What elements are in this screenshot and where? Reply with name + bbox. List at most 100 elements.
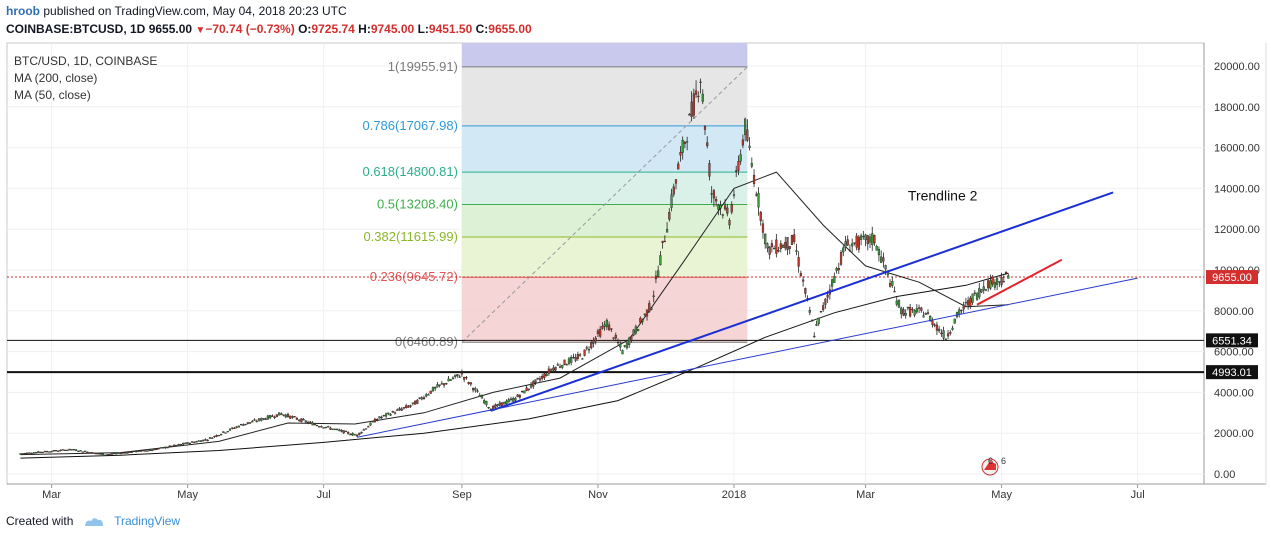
candle-body bbox=[601, 326, 604, 329]
publish-info: hroob published on TradingView.com, May … bbox=[6, 4, 347, 18]
candle-body bbox=[320, 426, 323, 428]
candle-body bbox=[393, 412, 397, 414]
candle-body bbox=[891, 281, 894, 286]
candle-body bbox=[888, 283, 892, 287]
candle-body bbox=[128, 451, 131, 453]
candle-body bbox=[110, 453, 113, 455]
candle-body bbox=[199, 440, 203, 442]
candle-body bbox=[795, 250, 798, 252]
candle-body bbox=[643, 313, 646, 315]
candle-body bbox=[766, 243, 769, 249]
candle-body bbox=[358, 432, 361, 435]
y-tick-label: 14000.00 bbox=[1214, 183, 1260, 195]
candle-body bbox=[984, 289, 988, 291]
candle-body bbox=[639, 317, 642, 323]
candle-body bbox=[779, 243, 782, 249]
candle-body bbox=[893, 291, 896, 293]
candle-body bbox=[413, 400, 417, 405]
candle-body bbox=[556, 364, 559, 366]
candle-body bbox=[150, 449, 154, 452]
author-name[interactable]: hroob bbox=[6, 4, 40, 18]
candle-body bbox=[86, 451, 89, 453]
candle-body bbox=[360, 431, 363, 434]
candle-body bbox=[982, 286, 985, 291]
candle-body bbox=[799, 273, 802, 277]
tradingview-logo-icon[interactable] bbox=[83, 516, 105, 528]
candle-body bbox=[70, 449, 73, 451]
candle-body bbox=[418, 397, 421, 399]
candle-body bbox=[532, 381, 535, 387]
candle-body bbox=[215, 435, 218, 437]
candle-body bbox=[130, 451, 133, 453]
candle-body bbox=[66, 449, 69, 452]
candle-body bbox=[30, 452, 33, 455]
candle-body bbox=[636, 328, 640, 332]
candle-body bbox=[924, 312, 927, 315]
candle-body bbox=[48, 451, 51, 453]
fib-level-label: 0(6460.89) bbox=[395, 334, 458, 349]
y-tick-label: 0.00 bbox=[1214, 469, 1235, 481]
candle-body bbox=[469, 382, 472, 385]
candle-body bbox=[117, 452, 120, 454]
fib-band-top bbox=[461, 43, 748, 67]
trendline-3 bbox=[976, 258, 1063, 306]
candle-body bbox=[264, 418, 267, 420]
candle-body bbox=[188, 442, 191, 445]
candle-body bbox=[565, 364, 568, 366]
candle-body bbox=[993, 281, 996, 288]
candle-body bbox=[623, 345, 626, 347]
candle-body bbox=[715, 199, 718, 202]
candle-body bbox=[614, 335, 617, 339]
candle-body bbox=[1002, 281, 1005, 283]
candle-body bbox=[405, 405, 408, 408]
candle-body bbox=[378, 416, 381, 419]
trendline-2 bbox=[357, 277, 1138, 438]
candle-body bbox=[32, 452, 35, 454]
candle-body bbox=[931, 320, 934, 325]
event-count: 6 bbox=[1001, 456, 1006, 466]
candle-body bbox=[690, 101, 693, 117]
candle-body bbox=[507, 399, 510, 403]
candle-body bbox=[400, 408, 403, 411]
candle-body bbox=[645, 309, 649, 317]
candle-body bbox=[505, 400, 508, 404]
candle-body bbox=[68, 448, 71, 451]
candle-body bbox=[311, 422, 314, 426]
candle-body bbox=[550, 369, 553, 371]
candle-body bbox=[338, 429, 341, 431]
candle-body bbox=[523, 390, 526, 394]
candle-body bbox=[826, 294, 829, 298]
candle-body bbox=[275, 414, 278, 418]
candle-body bbox=[975, 293, 979, 300]
candle-body bbox=[291, 416, 294, 418]
candle-body bbox=[83, 450, 87, 453]
fib-level-label: 0.236(9645.72) bbox=[370, 269, 458, 284]
close-label: C: bbox=[475, 22, 489, 36]
chart-legend: BTC/USD, 1D, COINBASE MA (200, close) MA… bbox=[14, 53, 157, 104]
candle-body bbox=[425, 394, 428, 397]
candle-body bbox=[351, 433, 354, 436]
last-price-tag bbox=[1206, 270, 1258, 285]
candle-body bbox=[54, 450, 58, 452]
candle-body bbox=[244, 423, 247, 426]
candle-body bbox=[34, 452, 38, 454]
candle-body bbox=[739, 154, 742, 162]
fib-band bbox=[461, 172, 748, 205]
symbol-label: COINBASE:BTCUSD, 1D bbox=[6, 22, 146, 36]
candle-body bbox=[429, 390, 432, 394]
candle-body bbox=[708, 163, 711, 177]
candle-body bbox=[344, 430, 348, 433]
fib-level-label: 1(19955.91) bbox=[388, 59, 458, 74]
candle-body bbox=[612, 337, 615, 339]
candle-body bbox=[28, 452, 31, 454]
candle-body bbox=[694, 90, 698, 95]
candle-body bbox=[748, 145, 751, 148]
level-price-tag bbox=[1206, 333, 1258, 348]
legend-ma200: MA (200, close) bbox=[14, 71, 98, 85]
candle-body bbox=[784, 242, 787, 249]
candle-body bbox=[815, 324, 818, 326]
tradingview-link[interactable]: TradingView bbox=[114, 514, 181, 528]
fib-level-label: 0.786(17067.98) bbox=[362, 118, 457, 133]
y-tick-label: 20000.00 bbox=[1214, 61, 1260, 73]
